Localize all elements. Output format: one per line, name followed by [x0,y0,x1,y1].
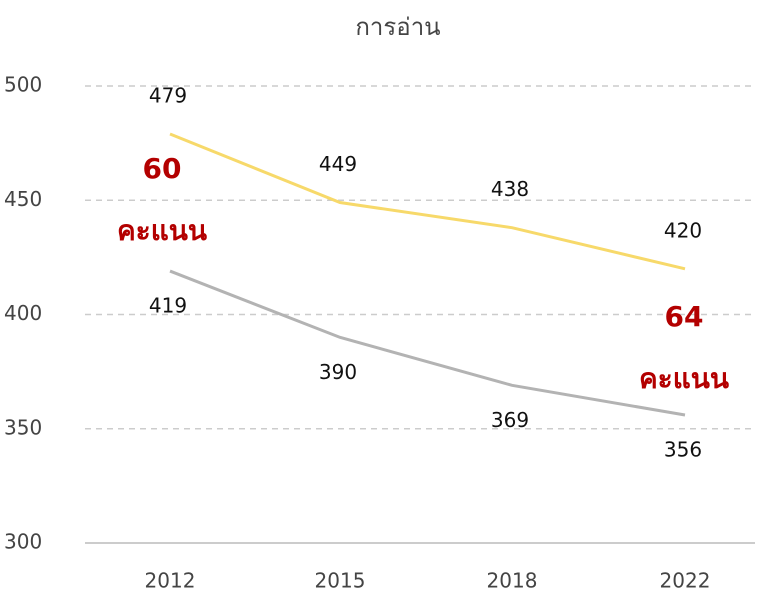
y-tick-label: 300 [4,530,42,554]
y-tick-label: 350 [4,415,42,439]
y-tick-label: 400 [4,301,42,325]
data-label: 438 [491,177,529,201]
y-tick-label: 450 [4,187,42,211]
annotation: คะแนน [117,214,207,247]
x-tick-label: 2012 [145,569,196,593]
data-label: 356 [664,438,702,462]
x-tick-label: 2018 [487,569,538,593]
data-label: 479 [149,83,187,107]
data-label: 449 [319,152,357,176]
chart-title: การอ่าน [355,13,440,41]
data-label: 369 [491,408,529,432]
data-label: 420 [664,218,702,242]
annotation: 64 [665,300,704,333]
series-line [169,132,686,271]
x-tick-label: 2022 [660,569,711,593]
series-line [169,269,686,417]
annotation: คะแนน [639,362,729,395]
y-tick-label: 500 [4,73,42,97]
annotation: 60 [143,152,182,185]
x-tick-label: 2015 [315,569,366,593]
data-label: 390 [319,360,357,384]
data-label: 419 [149,294,187,318]
